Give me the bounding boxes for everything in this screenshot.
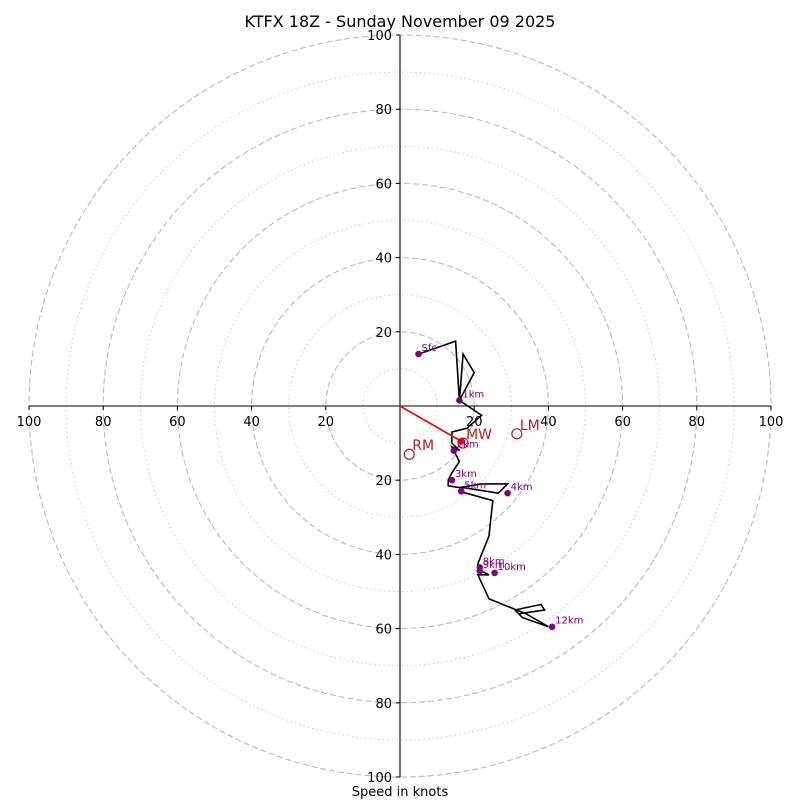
x-tick-label: 20 [318, 415, 335, 430]
y-tick-label: 20 [375, 474, 392, 489]
chart-title: KTFX 18Z - Sunday November 09 2025 [245, 12, 556, 31]
height-label-5km: 5km [464, 480, 486, 491]
x-tick-label: 100 [17, 415, 42, 430]
y-tick-label: 80 [375, 103, 392, 118]
height-label-8km: 8km [483, 556, 505, 567]
x-tick-label: 60 [614, 415, 631, 430]
motion-label-mw: MW [466, 427, 492, 443]
height-point-1km [456, 397, 463, 404]
x-tick-label: 80 [95, 415, 112, 430]
height-point-10km [491, 569, 498, 577]
motion-label-lm: LM [520, 418, 540, 434]
x-tick-label: 100 [759, 415, 784, 430]
height-point-5km [457, 488, 465, 495]
motion-label-rm: RM [412, 438, 434, 454]
height-label-10km: 10km [498, 562, 526, 573]
y-tick-label: 40 [375, 252, 392, 267]
height-label-12km: 12km [555, 616, 583, 627]
y-tick-label: 60 [375, 623, 392, 638]
x-tick-label: 40 [243, 415, 260, 430]
x-tick-label: 80 [689, 415, 706, 430]
y-tick-label: 20 [375, 326, 392, 341]
height-point-9km [476, 567, 484, 575]
height-point-12km [548, 623, 556, 631]
hodograph-line [418, 339, 549, 628]
height-label-2km: 2km [457, 440, 479, 451]
y-tick-label: 60 [375, 177, 392, 192]
height-label-4km: 4km [511, 482, 533, 493]
x-tick-label: 40 [540, 415, 557, 430]
height-label-1km: 1km [462, 389, 484, 400]
x-tick-label: 60 [169, 415, 186, 430]
y-tick-label: 80 [375, 697, 392, 712]
motion-markers: RM MW LM [403, 418, 540, 460]
motion-marker-rm [403, 448, 415, 460]
height-point-sfc [415, 350, 422, 358]
motion-marker-mw [457, 437, 469, 449]
height-label-sfc: Sfc [422, 343, 437, 354]
x-axis-label: Speed in knots [352, 785, 449, 800]
height-point-3km [448, 476, 456, 484]
storm-motion-vector [399, 405, 462, 442]
height-label-3km: 3km [455, 469, 477, 480]
height-label-9km: 9km [483, 560, 505, 571]
y-tick-label: 40 [375, 548, 392, 563]
y-tick-label: 100 [367, 29, 392, 44]
motion-marker-lm [511, 428, 523, 440]
height-point-2km [450, 447, 458, 454]
y-tick-label: 100 [367, 771, 392, 786]
hodograph-trace-group [418, 339, 549, 628]
height-point-4km [504, 489, 511, 497]
